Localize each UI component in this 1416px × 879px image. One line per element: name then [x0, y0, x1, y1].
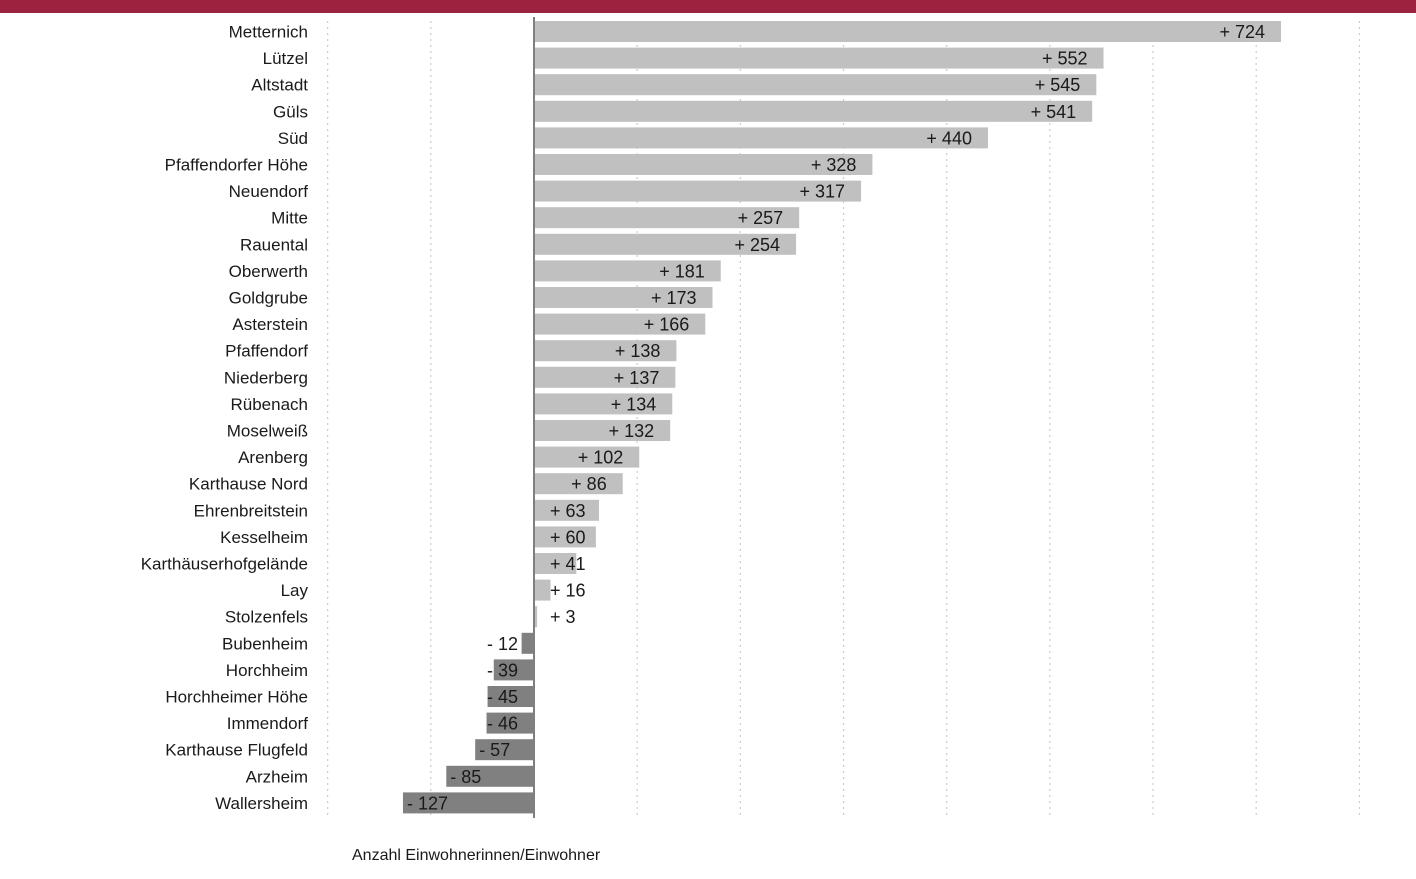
category-label: Pfaffendorfer Höhe [165, 156, 308, 175]
category-label: Neuendorf [229, 182, 309, 201]
value-label: + 86 [571, 474, 607, 494]
value-label: + 132 [609, 421, 655, 441]
category-label: Karthause Nord [189, 475, 308, 494]
bar [534, 366, 676, 388]
bar [534, 287, 713, 308]
value-label: + 724 [1219, 22, 1265, 42]
category-label: Metternich [229, 23, 308, 42]
bar [534, 180, 862, 202]
value-label: + 134 [611, 394, 657, 414]
category-label: Karthäuserhofgelände [141, 555, 308, 574]
category-label: Altstadt [251, 76, 308, 95]
bar [534, 553, 577, 574]
category-label: Horchheimer Höhe [165, 688, 308, 707]
category-label: Bubenheim [222, 634, 308, 653]
value-label: + 552 [1042, 49, 1088, 69]
bar [534, 47, 1104, 69]
bar [534, 446, 640, 468]
value-label: - 46 [487, 714, 518, 734]
bar [486, 712, 534, 734]
bar [534, 393, 673, 415]
value-label: + 3 [550, 607, 576, 627]
category-label: Lützel [263, 49, 308, 68]
category-label: Asterstein [232, 315, 308, 334]
bar [534, 74, 1097, 96]
bar [534, 499, 600, 521]
bar [534, 313, 706, 335]
value-label: - 45 [487, 687, 518, 707]
value-label: + 137 [614, 368, 660, 388]
value-label: + 138 [615, 341, 661, 361]
category-label: Güls [273, 102, 308, 121]
value-label: + 254 [735, 235, 781, 255]
bar [534, 100, 1093, 122]
x-axis-label: Anzahl Einwohnerinnen/Einwohner [352, 847, 601, 864]
value-label: - 12 [487, 634, 518, 654]
value-label: + 60 [550, 527, 586, 547]
value-label: - 39 [487, 660, 518, 680]
value-label: - 57 [479, 740, 510, 760]
bar [493, 659, 534, 681]
bar [521, 632, 534, 654]
value-label: + 41 [550, 554, 586, 574]
value-label: + 317 [800, 182, 846, 202]
bar [534, 340, 677, 362]
value-label: + 63 [550, 501, 586, 521]
value-label: + 16 [550, 581, 586, 601]
category-label: Wallersheim [215, 794, 308, 813]
category-label: Arenberg [238, 448, 308, 467]
category-label: Moselweiß [227, 422, 308, 441]
category-label: Niederberg [224, 368, 308, 387]
category-label: Oberwerth [229, 262, 308, 281]
value-label: + 545 [1035, 75, 1081, 95]
bar [534, 579, 551, 601]
category-label: Goldgrube [229, 289, 308, 308]
bar [534, 21, 1281, 42]
value-label: + 173 [651, 288, 697, 308]
value-label: - 127 [407, 793, 448, 813]
value-label: + 166 [644, 315, 690, 335]
bar [534, 606, 538, 628]
category-label: Arzheim [246, 767, 308, 786]
bar [534, 260, 721, 282]
bar [534, 127, 988, 149]
category-label: Lay [281, 581, 309, 600]
value-label: + 328 [811, 155, 857, 175]
bar [534, 420, 671, 441]
bar [534, 473, 623, 495]
bar [487, 686, 534, 707]
category-label: Ehrenbreitstein [194, 501, 308, 520]
value-label: + 257 [738, 208, 784, 228]
category-label: Süd [278, 129, 308, 148]
bar [446, 765, 534, 787]
category-label: Stolzenfels [225, 608, 308, 627]
category-label: Karthause Flugfeld [165, 741, 308, 760]
bar [534, 207, 800, 229]
value-label: + 541 [1031, 102, 1077, 122]
bar [534, 233, 797, 255]
category-label: Pfaffendorf [225, 342, 308, 361]
value-label: + 102 [578, 448, 624, 468]
value-label: - 85 [450, 767, 481, 787]
category-label: Mitte [271, 209, 308, 228]
category-label: Rübenach [230, 395, 308, 414]
bar [402, 792, 534, 814]
value-label: + 440 [926, 128, 972, 148]
bar [534, 526, 596, 548]
value-label: + 181 [659, 261, 705, 281]
bar [534, 154, 873, 175]
bar [475, 739, 534, 761]
category-label: Rauental [240, 235, 308, 254]
header-band [0, 0, 1416, 13]
category-label: Immendorf [227, 714, 309, 733]
category-label: Horchheim [226, 661, 308, 680]
category-label: Kesselheim [220, 528, 308, 547]
